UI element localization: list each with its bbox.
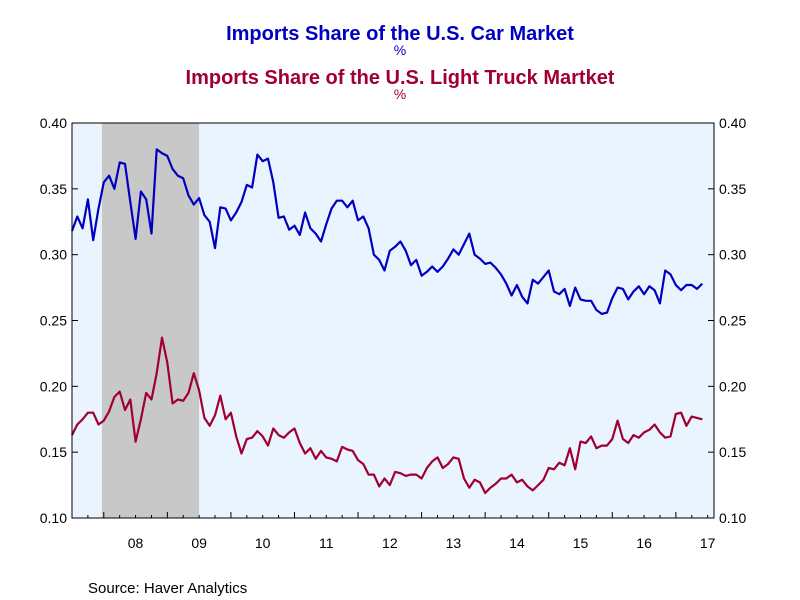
series-line-truck xyxy=(71,336,703,495)
x-tick-label: 10 xyxy=(255,535,271,551)
y-tick-label-right: 0.30 xyxy=(719,247,746,263)
x-axis: 08 09 10 11 12 13 14 15 16 17 xyxy=(87,512,716,551)
series-line-car xyxy=(70,148,704,315)
series-layer xyxy=(70,148,704,495)
x-tick-label: 16 xyxy=(636,535,652,551)
y-tick-label-left: 0.25 xyxy=(40,313,67,329)
y-tick-label-left: 0.30 xyxy=(40,247,67,263)
x-tick-label: 12 xyxy=(382,535,398,551)
y-axis-right: 0.10 0.15 0.20 0.25 0.30 0.35 0.40 xyxy=(708,115,746,526)
y-tick-label-right: 0.40 xyxy=(719,115,746,131)
x-tick-label: 13 xyxy=(446,535,462,551)
chart-unit-car: % xyxy=(394,42,406,58)
y-tick-label-right: 0.10 xyxy=(719,510,746,526)
chart-title-truck: Imports Share of the U.S. Light Truck Ma… xyxy=(186,67,615,89)
y-tick-label-right: 0.15 xyxy=(719,444,746,460)
x-tick-label: 11 xyxy=(319,535,334,551)
y-tick-label-left: 0.40 xyxy=(40,115,67,131)
y-axis-left: 0.10 0.15 0.20 0.25 0.30 0.35 0.40 xyxy=(40,115,78,526)
y-tick-label-left: 0.10 xyxy=(40,510,67,526)
x-tick-label: 08 xyxy=(128,535,144,551)
y-tick-label-left: 0.20 xyxy=(40,378,67,394)
y-tick-label-right: 0.25 xyxy=(719,313,746,329)
x-tick-label: 09 xyxy=(191,535,207,551)
chart-unit-truck: % xyxy=(394,86,406,102)
x-tick-label: 17 xyxy=(700,535,716,551)
source-note: Source: Haver Analytics xyxy=(88,580,247,597)
chart-title-car: Imports Share of the U.S. Car Market xyxy=(226,23,574,45)
x-tick-label: 14 xyxy=(509,535,525,551)
x-tick-label: 15 xyxy=(573,535,589,551)
y-tick-label-left: 0.15 xyxy=(40,444,67,460)
y-tick-label-right: 0.20 xyxy=(719,378,746,394)
y-tick-label-right: 0.35 xyxy=(719,181,746,197)
y-tick-label-left: 0.35 xyxy=(40,181,67,197)
recession-shading xyxy=(101,123,200,518)
